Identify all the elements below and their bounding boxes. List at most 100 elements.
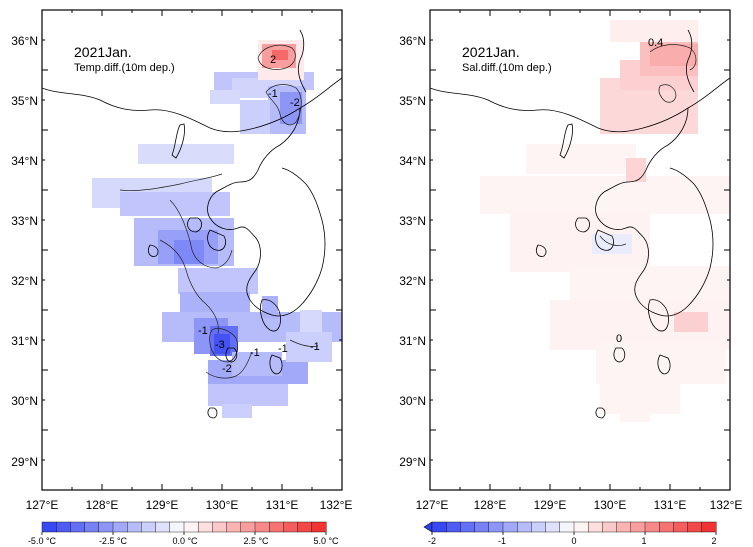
colorbar-swatch [240,521,256,533]
right-lon-label: 131°E [654,498,687,512]
sal-grid-cell [526,144,636,174]
temp-grid-cell [210,90,240,104]
right-colorbar-label: -1 [498,536,506,546]
colorbar-swatch [226,521,242,533]
temp-difference-shading [92,40,342,418]
right-lat-label: 31°N [399,334,426,348]
right-colorbar [423,521,717,535]
colorbar-arrow [423,521,433,533]
colorbar-swatch [573,521,589,533]
right-lon-label: 129°E [534,498,567,512]
left-colorbar-label: -5.0 °C [28,536,57,546]
right-coastline [430,29,730,419]
left-lat-label: 33°N [11,214,38,228]
right-lat-label: 35°N [399,94,426,108]
right-colorbar-label: -2 [428,536,436,546]
sal-grid-cell [650,44,698,66]
left-contour-label: -1 [278,343,288,355]
right-lat-label: 30°N [399,394,426,408]
left-lat-label: 32°N [11,274,38,288]
left-contour-label: -3 [215,339,225,351]
colorbar-swatch [98,521,114,533]
left-coastline [42,29,342,419]
colorbar-swatch [630,521,646,533]
right-lat-label: 32°N [399,274,426,288]
right-lat-label: 33°N [399,214,426,228]
temp-grid-cell [214,334,230,354]
colorbar-swatch [588,521,603,533]
temp-grid-cell [222,404,252,418]
left-colorbar-label: 2.5 °C [243,536,269,546]
colorbar-swatch [126,521,142,533]
colorbar-swatch [183,521,199,533]
salinity-difference-shading [480,20,730,422]
left-colorbar-label: -2.5 °C [99,536,128,546]
left-temp-field [42,29,342,419]
sal-grid-cell [600,384,680,414]
temp-grid-cell [180,292,250,314]
right-lon-label: 128°E [474,498,507,512]
right-contour-label: 0 [616,333,622,345]
temp-grid-cell [240,100,270,134]
right-lon-label: 130°E [594,498,627,512]
left-contour-label: 2 [270,54,276,66]
temp-grid-cell [120,192,230,216]
sal-grid-cell [674,312,708,332]
right-lat-label: 36°N [399,34,426,48]
colorbar-swatch [155,521,171,533]
right-colorbar-label: 0 [571,536,576,546]
colorbar-swatch [659,521,674,533]
colorbar-swatch [488,521,504,533]
colorbar-swatch [197,521,213,533]
left-contour-label: -2 [222,363,232,375]
right-colorbar-label: 2 [711,536,716,546]
left-colorbar-label: 5.0 °C [313,536,339,546]
sal-grid-cell [570,266,730,306]
temp-grid-cell [286,332,332,362]
left-colorbar-label: 0.0 °C [172,536,198,546]
left-lon-label: 130°E [206,498,239,512]
colorbar-swatch [687,521,703,533]
left-map-subtitle: Temp.diff.(10m dep.) [74,62,175,74]
right-map-title: 2021Jan. [462,44,520,60]
left-lon-label: 131°E [266,498,299,512]
colorbar-swatch [446,521,461,533]
left-map-panel: 2021Jan. Temp.diff.(10m dep.) 36°N 35°N … [11,9,353,546]
colorbar-swatch [311,521,327,533]
right-lon-label: 127°E [416,498,449,512]
temp-grid-cell [280,92,302,124]
temp-grid-cell [272,50,288,60]
left-contour-label: -1 [268,88,278,100]
left-lon-label: 132°E [320,498,353,512]
right-colorbar-label: 1 [641,536,646,546]
left-contour-label: -1 [310,341,320,353]
left-colorbar [41,521,327,535]
colorbar-swatch [141,521,157,533]
temp-grid-cell [174,240,204,264]
right-lat-label: 34°N [399,154,426,168]
left-lat-label: 35°N [11,94,38,108]
colorbar-swatch [212,521,228,533]
sal-grid-cell [610,20,698,42]
left-axis-ticks [41,9,343,491]
colorbar-swatch [502,521,518,533]
colorbar-swatch [112,521,128,533]
colorbar-swatch [70,521,86,533]
temp-grid-cell [138,144,234,164]
colorbar-swatch [673,521,689,533]
colorbar-swatch [616,521,632,533]
left-contour-lines [119,44,319,379]
temp-grid-cell [300,310,322,332]
left-lat-label: 30°N [11,394,38,408]
left-lon-label: 127°E [26,498,59,512]
left-map-title: 2021Jan. [74,44,132,60]
colorbar-swatch [644,521,660,533]
left-contour-label: -1 [198,325,208,337]
colorbar-swatch [169,521,185,533]
left-lon-label: 129°E [146,498,179,512]
right-lon-label: 132°E [710,498,743,512]
right-map-subtitle: Sal.diff.(10m dep.) [462,62,552,74]
sal-grid-cell [620,410,650,422]
left-contour-label: -1 [250,347,260,359]
left-lat-label: 31°N [11,334,38,348]
